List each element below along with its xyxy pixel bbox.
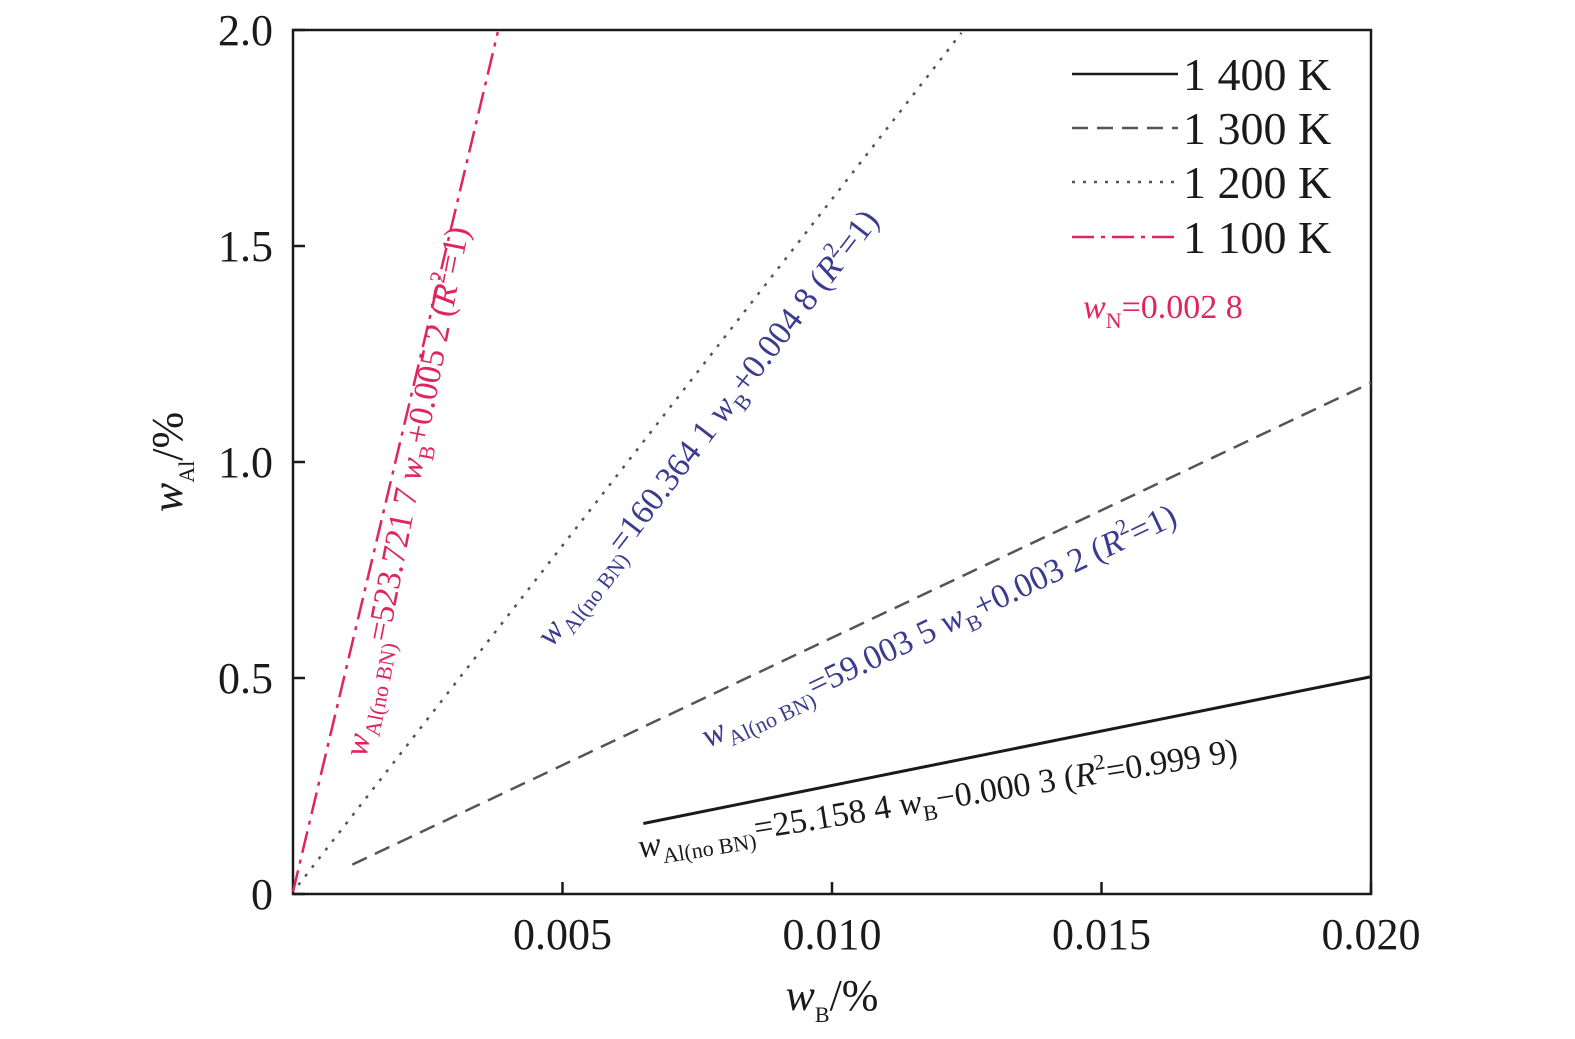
equation-1400k: wAl(no BN)=25.158 4 wB−0.000 3 (R2=0.999… (635, 727, 1242, 871)
series-line-1400k (643, 675, 1372, 825)
legend: 1 400 K 1 300 K 1 200 K 1 100 K (1072, 49, 1331, 263)
legend-label-1400: 1 400 K (1183, 49, 1331, 100)
x-tick-label: 0.015 (1052, 910, 1151, 959)
y-tick-label: 0 (251, 870, 273, 919)
legend-label-1200: 1 200 K (1183, 157, 1331, 208)
y-tick-label: 2.0 (218, 6, 273, 55)
equation-1200k: wAl(no BN)=160.364 1 wB+0.004 8 (R2=1) (525, 200, 891, 657)
series-line-1300k (351, 381, 1372, 866)
x-tick-label: 0.005 (513, 910, 612, 959)
x-tick-label: 0.010 (783, 910, 882, 959)
series-line-1100k (291, 31, 500, 893)
x-tick-label: 0.020 (1322, 910, 1421, 959)
legend-label-1100: 1 100 K (1183, 212, 1331, 263)
series-line-1200k (297, 32, 963, 886)
y-axis-title: wAl/% (143, 412, 199, 512)
y-tick-label: 1.5 (218, 222, 273, 271)
axis-ticks: 0.005 0.010 0.015 0.020 0 0.5 1.0 1.5 2.0 (218, 6, 1421, 959)
nitrogen-annotation: wN=0.002 8 (1083, 289, 1243, 333)
equation-1300k: wAl(no BN)=59.003 5 wB+0.003 2 (R2=1) (693, 493, 1185, 761)
y-tick-label: 1.0 (218, 438, 273, 487)
series-lines (291, 31, 1372, 893)
x-axis-title: wB/% (786, 971, 879, 1027)
y-tick-label: 0.5 (218, 654, 273, 703)
legend-label-1300: 1 300 K (1183, 103, 1331, 154)
equation-1100k: wAl(no BN)=523.721 7 wB+0.005 2 (R2=1) (333, 223, 483, 761)
